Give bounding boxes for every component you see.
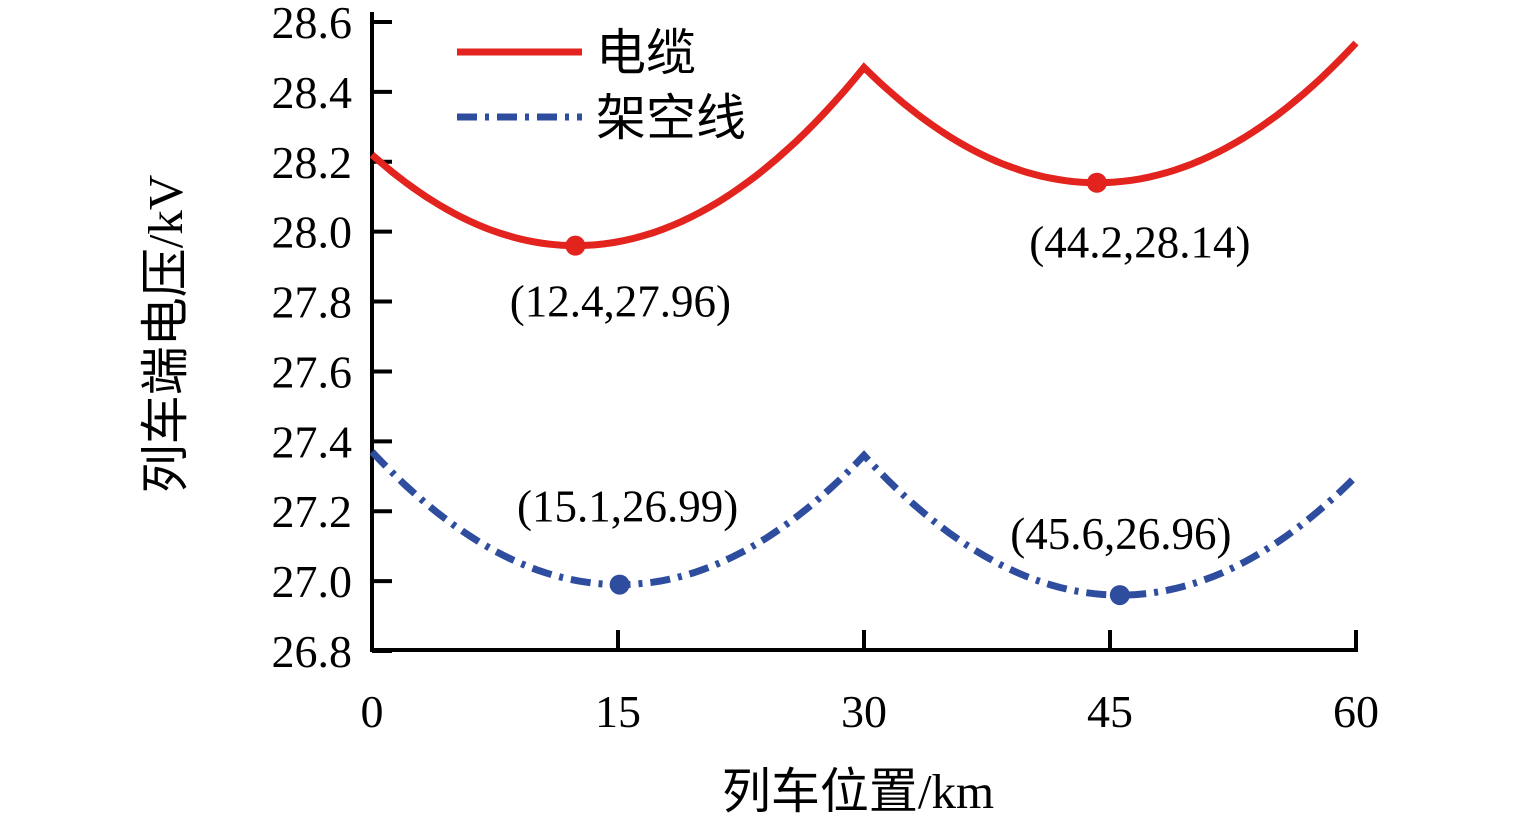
y-tick-label: 28.4 xyxy=(272,67,353,118)
y-tick-label: 27.2 xyxy=(272,486,353,537)
min-markers xyxy=(565,172,1130,606)
x-axis-title: 列车位置/km xyxy=(722,764,994,819)
overhead-line-min-marker xyxy=(1109,585,1130,606)
annotation-label: (45.6,26.96) xyxy=(1010,509,1231,559)
y-tick-label: 28.2 xyxy=(272,137,353,188)
y-tick-label: 28.6 xyxy=(272,0,353,48)
legend: 电缆 架空线 xyxy=(457,25,746,146)
x-tick-label: 15 xyxy=(595,686,641,737)
x-tick-label: 0 xyxy=(361,686,384,737)
axes: 26.8 27.0 27.2 27.4 27.6 27.8 28.0 28.2 28.4 28.6… xyxy=(272,0,1380,737)
annotation-label: (12.4,27.96) xyxy=(510,277,731,327)
cable-line xyxy=(369,40,1359,250)
legend-label-cable: 电缆 xyxy=(596,25,696,81)
y-tick-label: 28.0 xyxy=(272,207,353,258)
y-tick-label: 26.8 xyxy=(272,626,353,677)
legend-label-overhead: 架空线 xyxy=(596,90,746,146)
x-tick-label: 30 xyxy=(841,686,887,737)
y-tick-label: 27.8 xyxy=(272,277,353,328)
y-tick-label: 27.4 xyxy=(272,416,353,467)
overhead-line-min-marker xyxy=(609,574,630,595)
y-tick-label: 27.6 xyxy=(272,346,353,397)
y-tick-label: 27.0 xyxy=(272,556,353,607)
x-tick-label: 45 xyxy=(1087,686,1133,737)
series-lines xyxy=(369,40,1359,599)
annotation-label: (15.1,26.99) xyxy=(517,482,738,532)
y-axis-title: 列车端电压/kV xyxy=(138,175,193,494)
annotation-label: (44.2,28.14) xyxy=(1029,218,1250,268)
x-tick-label: 60 xyxy=(1333,686,1379,737)
cable-min-marker xyxy=(565,235,586,256)
cable-min-marker xyxy=(1086,172,1107,193)
annotations: (12.4,27.96) (44.2,28.14) (15.1,26.99) (45.… xyxy=(510,218,1251,559)
overhead-line-line xyxy=(369,449,1359,599)
